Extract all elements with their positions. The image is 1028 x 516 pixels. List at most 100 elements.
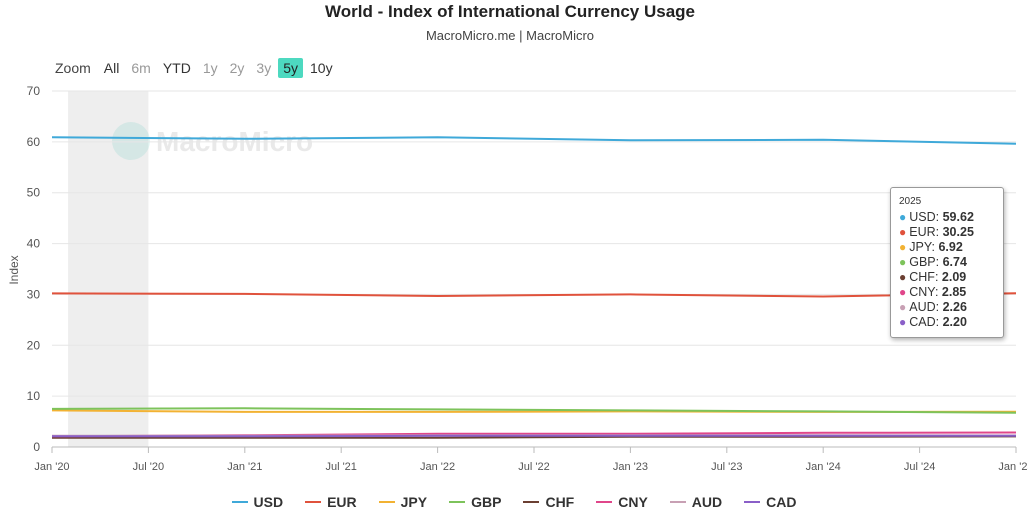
legend-label: GBP <box>471 494 502 510</box>
tooltip-series-name: CAD <box>909 315 936 329</box>
tooltip-row-aud: ● AUD: 2.26 <box>899 300 995 315</box>
series-dot-icon: ● <box>899 210 907 224</box>
legend-item-gbp[interactable]: GBP <box>449 494 501 510</box>
tooltip-separator: : <box>935 210 943 224</box>
watermark: MacroMicro <box>112 122 313 160</box>
x-tick-label: Jan '25 <box>998 461 1028 473</box>
tooltip-row-eur: ● EUR: 30.25 <box>899 225 995 240</box>
series-dot-icon: ● <box>899 255 907 269</box>
series-dot-icon: ● <box>899 300 907 314</box>
legend-label: JPY <box>400 494 428 510</box>
chart-legend: USD EUR JPY GBP CHF CNY AUD CAD <box>0 494 1028 510</box>
highlight-band <box>68 91 149 447</box>
tooltip-separator: : <box>935 315 943 329</box>
tooltip-row-usd: ● USD: 59.62 <box>899 210 995 225</box>
tooltip-series-value: 30.25 <box>942 225 974 239</box>
legend-item-jpy[interactable]: JPY <box>378 494 428 510</box>
series-dot-icon: ● <box>899 240 907 254</box>
x-tick-label: Jul '22 <box>518 461 549 473</box>
tooltip-series-name: CNY <box>909 285 935 299</box>
legend-label: USD <box>253 494 284 510</box>
zoom-1y-button[interactable]: 1y <box>202 60 218 76</box>
tooltip-separator: : <box>935 300 943 314</box>
legend-label: EUR <box>327 494 357 510</box>
legend-item-chf[interactable]: CHF <box>523 494 574 510</box>
tooltip-series-name: EUR <box>909 225 936 239</box>
legend-item-usd[interactable]: USD <box>231 494 284 510</box>
series-line-usd[interactable] <box>0 135 1016 145</box>
tooltip-series-value: 6.74 <box>942 255 967 269</box>
legend-item-cad[interactable]: CAD <box>744 494 796 510</box>
series-dot-icon: ● <box>899 225 907 239</box>
legend-item-aud[interactable]: AUD <box>669 494 723 510</box>
x-tick-label: Jan '22 <box>420 461 455 473</box>
zoom-label: Zoom <box>55 60 91 76</box>
x-tick-label: Jan '21 <box>227 461 262 473</box>
tooltip-row-cny: ● CNY: 2.85 <box>899 285 995 300</box>
x-tick-label: Jul '24 <box>904 461 935 473</box>
tooltip-row-gbp: ● GBP: 6.74 <box>899 255 995 270</box>
series-line-cad[interactable] <box>0 434 1016 438</box>
tooltip-row-chf: ● CHF: 2.09 <box>899 270 995 285</box>
legend-label: CAD <box>766 494 797 510</box>
legend-label: AUD <box>691 494 723 510</box>
series-line-cny[interactable] <box>0 431 1016 438</box>
x-tick-label: Jan '24 <box>806 461 841 473</box>
chart-title: World - Index of International Currency … <box>325 2 695 21</box>
series-dot-icon: ● <box>899 285 907 299</box>
series-dot-icon: ● <box>899 315 907 329</box>
legend-swatch <box>669 501 686 503</box>
y-tick-label: 60 <box>27 135 41 149</box>
tooltip-series-value: 2.85 <box>941 285 967 299</box>
tooltip-series-name: GBP <box>909 255 936 269</box>
y-tick-label: 10 <box>27 389 41 403</box>
tooltip-series-value: 2.26 <box>942 300 967 314</box>
tooltip-series-name: AUD <box>909 300 936 314</box>
legend-swatch <box>231 501 248 503</box>
x-tick-label: Jan '20 <box>34 461 69 473</box>
tooltip-series-value: 2.09 <box>941 270 967 284</box>
y-tick-label: 40 <box>27 237 41 251</box>
zoom-ytd-button[interactable]: YTD <box>162 60 191 76</box>
legend-item-cny[interactable]: CNY <box>596 494 648 510</box>
tooltip-separator: : <box>934 285 942 299</box>
data-tooltip: 2025 ● USD: 59.62 ● EUR: 30.25 ● JPY: 6.92 ● GB… <box>890 187 1004 338</box>
tooltip-row-jpy: ● JPY: 6.92 <box>899 240 995 255</box>
legend-label: CHF <box>545 494 575 510</box>
legend-swatch <box>378 501 395 503</box>
tooltip-row-cad: ● CAD: 2.20 <box>899 315 995 330</box>
legend-swatch <box>596 501 613 503</box>
tooltip-separator: : <box>934 270 942 284</box>
zoom-5y-button[interactable]: 5y <box>278 58 303 78</box>
macromicro-logo-icon <box>112 122 150 160</box>
x-tick-label: Jan '23 <box>613 461 648 473</box>
legend-swatch <box>305 501 322 503</box>
legend-item-eur[interactable]: EUR <box>305 494 357 510</box>
tooltip-series-value: 2.20 <box>942 315 967 329</box>
legend-label: CNY <box>618 494 648 510</box>
zoom-2y-button[interactable]: 2y <box>229 60 245 76</box>
legend-swatch <box>523 501 540 503</box>
tooltip-separator: : <box>935 255 943 269</box>
tooltip-series-value: 59.62 <box>942 210 974 224</box>
tooltip-series-name: CHF <box>909 270 935 284</box>
y-tick-label: 0 <box>33 440 40 454</box>
zoom-3y-button[interactable]: 3y <box>256 60 272 76</box>
y-axis-label: Index <box>7 255 21 284</box>
zoom-6m-button[interactable]: 6m <box>131 60 151 76</box>
tooltip-header: 2025 <box>899 196 922 207</box>
zoom-all-button[interactable]: All <box>103 60 120 76</box>
y-tick-label: 50 <box>27 186 41 200</box>
tooltip-series-value: 6.92 <box>938 240 963 254</box>
tooltip-series-name: USD <box>909 210 936 224</box>
tooltip-separator: : <box>931 240 939 254</box>
y-tick-label: 30 <box>27 287 41 301</box>
x-tick-label: Jul '23 <box>711 461 742 473</box>
series-line-eur[interactable] <box>0 292 1016 298</box>
x-tick-label: Jul '21 <box>325 461 356 473</box>
x-tick-label: Jul '20 <box>133 461 164 473</box>
tooltip-separator: : <box>935 225 943 239</box>
series-line-gbp[interactable] <box>0 407 1016 414</box>
zoom-10y-button[interactable]: 10y <box>310 60 333 76</box>
